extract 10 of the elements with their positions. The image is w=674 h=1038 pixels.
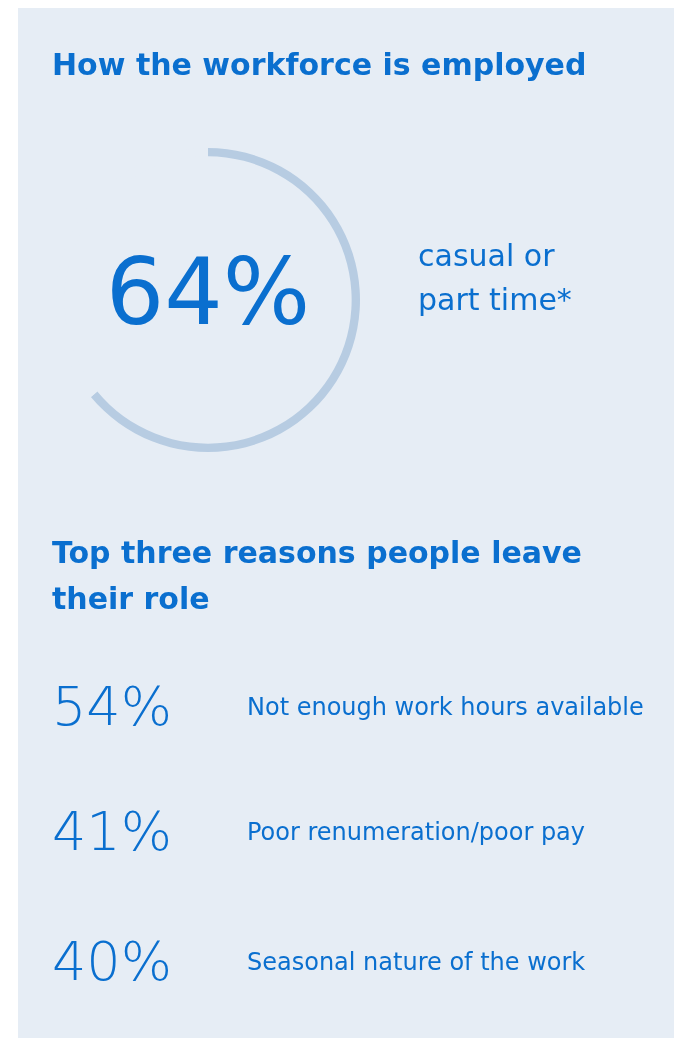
data-label: 64% [105, 238, 311, 346]
text: 41% [52, 800, 174, 863]
text: Poor renumeration/poor pay [247, 816, 587, 847]
text: 54% [52, 675, 174, 738]
text: Seasonal nature of the work [247, 946, 587, 977]
slice-label: casual or part time* [418, 237, 572, 317]
text: Not enough work hours available [247, 691, 645, 722]
text: Top three reasons people leave their role [52, 534, 583, 618]
chart-title: How the workforce is employed [52, 46, 587, 84]
text: 40% [52, 930, 174, 993]
